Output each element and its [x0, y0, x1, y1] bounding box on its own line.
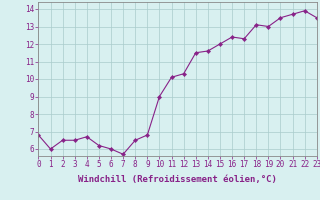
X-axis label: Windchill (Refroidissement éolien,°C): Windchill (Refroidissement éolien,°C): [78, 175, 277, 184]
